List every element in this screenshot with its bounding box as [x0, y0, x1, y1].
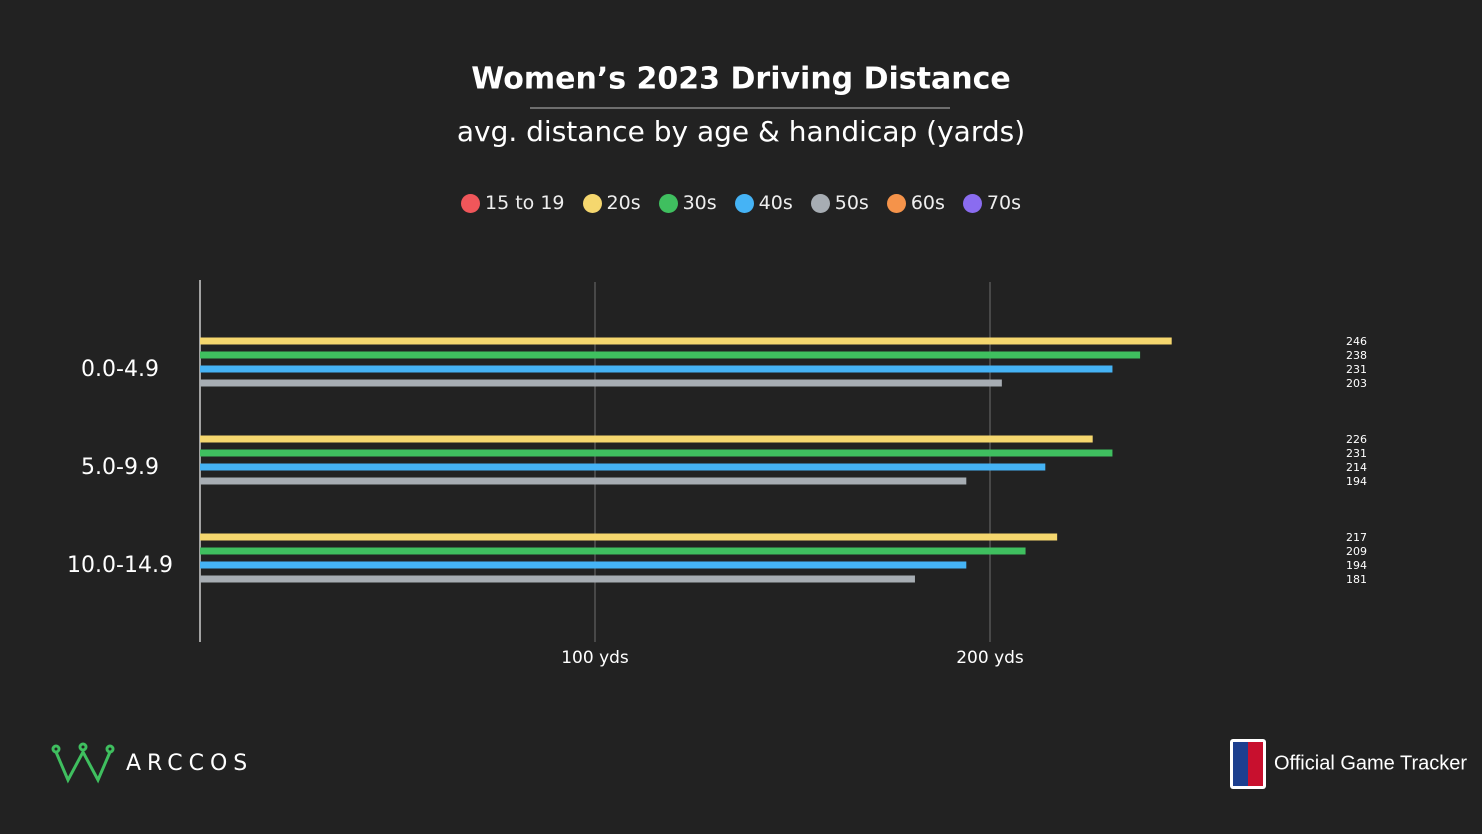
- chart-subtitle: avg. distance by age & handicap (yards): [457, 115, 1025, 148]
- bar: [200, 533, 1058, 541]
- y-tick-label: 0.0-4.9: [81, 357, 159, 382]
- bar: [200, 463, 1046, 471]
- pga-tour-logo: [1230, 739, 1266, 789]
- value-label: 209: [1346, 545, 1367, 558]
- legend-swatch: [582, 193, 602, 213]
- legend-item: 70s: [962, 192, 1021, 214]
- legend-swatch: [962, 193, 982, 213]
- bar: [200, 337, 1172, 345]
- legend-item: 40s: [734, 192, 793, 214]
- value-label: 238: [1346, 349, 1367, 362]
- value-label: 203: [1346, 377, 1367, 390]
- x-tick-label: 200 yds: [956, 648, 1024, 668]
- legend-label: 70s: [986, 192, 1021, 214]
- bar: [200, 449, 1113, 457]
- bar: [200, 365, 1113, 373]
- legend-item: 50s: [810, 192, 869, 214]
- y-tick-label: 5.0-9.9: [81, 455, 159, 480]
- legend-label: 60s: [910, 192, 945, 214]
- bar: [200, 561, 967, 569]
- value-label: 231: [1346, 363, 1367, 376]
- x-tick-label: 100 yds: [561, 648, 629, 668]
- value-label: 214: [1346, 461, 1367, 474]
- legend-label: 20s: [606, 192, 641, 214]
- legend-label: 15 to 19: [485, 192, 565, 214]
- value-label: 226: [1346, 433, 1367, 446]
- value-label: 181: [1346, 573, 1367, 586]
- legend-swatch: [658, 193, 678, 213]
- bar: [200, 379, 1002, 387]
- legend-item: 15 to 19: [461, 192, 565, 214]
- brand-name: ARCCOS: [126, 751, 253, 776]
- legend-swatch: [886, 193, 906, 213]
- chart-title: Women’s 2023 Driving Distance: [471, 62, 1010, 97]
- y-tick-label: 10.0-14.9: [67, 553, 173, 578]
- bar: [200, 547, 1026, 555]
- bar: [200, 435, 1093, 443]
- legend-label: 30s: [682, 192, 717, 214]
- legend-label: 50s: [834, 192, 869, 214]
- value-label: 231: [1346, 447, 1367, 460]
- value-label: 246: [1346, 335, 1367, 348]
- value-label: 194: [1346, 475, 1367, 488]
- legend-item: 30s: [658, 192, 717, 214]
- bar: [200, 351, 1141, 359]
- legend-swatch: [810, 193, 830, 213]
- value-label: 194: [1346, 559, 1367, 572]
- legend-swatch: [734, 193, 754, 213]
- legend-swatch: [461, 193, 480, 213]
- legend-label: 40s: [758, 192, 793, 214]
- arccos-logo: [51, 742, 115, 784]
- legend: 15 to 19 20s 30s 40s 50s 60s 70s: [0, 192, 1482, 214]
- bar: [200, 575, 915, 583]
- legend-item: 60s: [886, 192, 945, 214]
- tracker-label: Official Game Tracker: [1274, 752, 1467, 774]
- bar: [200, 477, 967, 485]
- legend-item: 20s: [582, 192, 641, 214]
- value-label: 217: [1346, 531, 1367, 544]
